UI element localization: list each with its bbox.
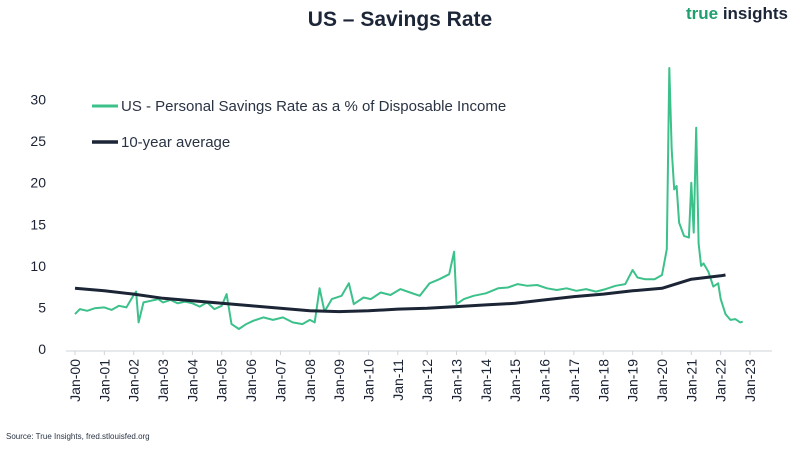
legend-label-average: 10-year average <box>121 134 230 151</box>
x-tick-label: Jan-15 <box>507 359 523 402</box>
x-tick-label: Jan-04 <box>184 359 200 402</box>
x-axis: Jan-00 Jan-01 Jan-02 Jan-03 Jan-04 Jan-05 Jan-… <box>66 350 772 402</box>
brand-word-2: insights <box>722 4 788 23</box>
y-tick-label: 15 <box>30 216 46 232</box>
x-tick-label: Jan-14 <box>478 359 494 402</box>
series-line-average <box>74 273 726 314</box>
x-tick-label: Jan-03 <box>155 359 171 402</box>
brand-logo: true insights <box>686 4 788 24</box>
source-note: Source: True Insights, fred.stlouisfed.o… <box>6 432 150 441</box>
x-tick-label: Jan-07 <box>272 359 288 402</box>
x-tick-label: Jan-08 <box>302 359 318 402</box>
y-tick-label: 5 <box>38 299 46 315</box>
x-tick-label: Jan-18 <box>595 359 611 402</box>
y-tick-label: 20 <box>30 175 46 191</box>
x-tick-label: Jan-00 <box>67 359 83 402</box>
brand-word-1: true <box>685 4 719 23</box>
x-tick-label: Jan-05 <box>214 359 230 402</box>
x-tick-label: Jan-17 <box>566 359 582 402</box>
legend-label-savings: US - Personal Savings Rate as a % of Dis… <box>121 98 506 115</box>
series-layer <box>74 67 744 330</box>
x-tick-label: Jan-20 <box>654 359 670 402</box>
x-tick-label: Jan-11 <box>390 359 406 401</box>
series-line-savings <box>74 67 744 330</box>
x-tick-label: Jan-01 <box>96 359 112 402</box>
x-tick-label: Jan-23 <box>742 359 758 402</box>
y-tick-label: 25 <box>30 133 46 149</box>
x-tick-label: Jan-09 <box>331 359 347 402</box>
x-tick-label: Jan-13 <box>449 359 465 402</box>
x-tick-label: Jan-22 <box>713 359 729 402</box>
x-tick-label: Jan-06 <box>243 359 259 402</box>
legend: US - Personal Savings Rate as a % of Dis… <box>92 98 506 151</box>
x-tick-label: Jan-16 <box>537 359 553 402</box>
x-tick-label: Jan-10 <box>360 359 376 402</box>
x-tick-label: Jan-02 <box>126 359 142 402</box>
y-axis: 0 5 10 15 20 25 30 <box>30 92 46 357</box>
y-tick-label: 0 <box>38 341 46 357</box>
y-tick-label: 30 <box>30 92 46 108</box>
x-tick-label: Jan-19 <box>625 359 641 402</box>
x-tick-label: Jan-12 <box>419 359 435 402</box>
x-tick-label: Jan-21 <box>683 359 699 402</box>
y-tick-label: 10 <box>30 258 46 274</box>
chart-title: US – Savings Rate <box>307 8 493 31</box>
